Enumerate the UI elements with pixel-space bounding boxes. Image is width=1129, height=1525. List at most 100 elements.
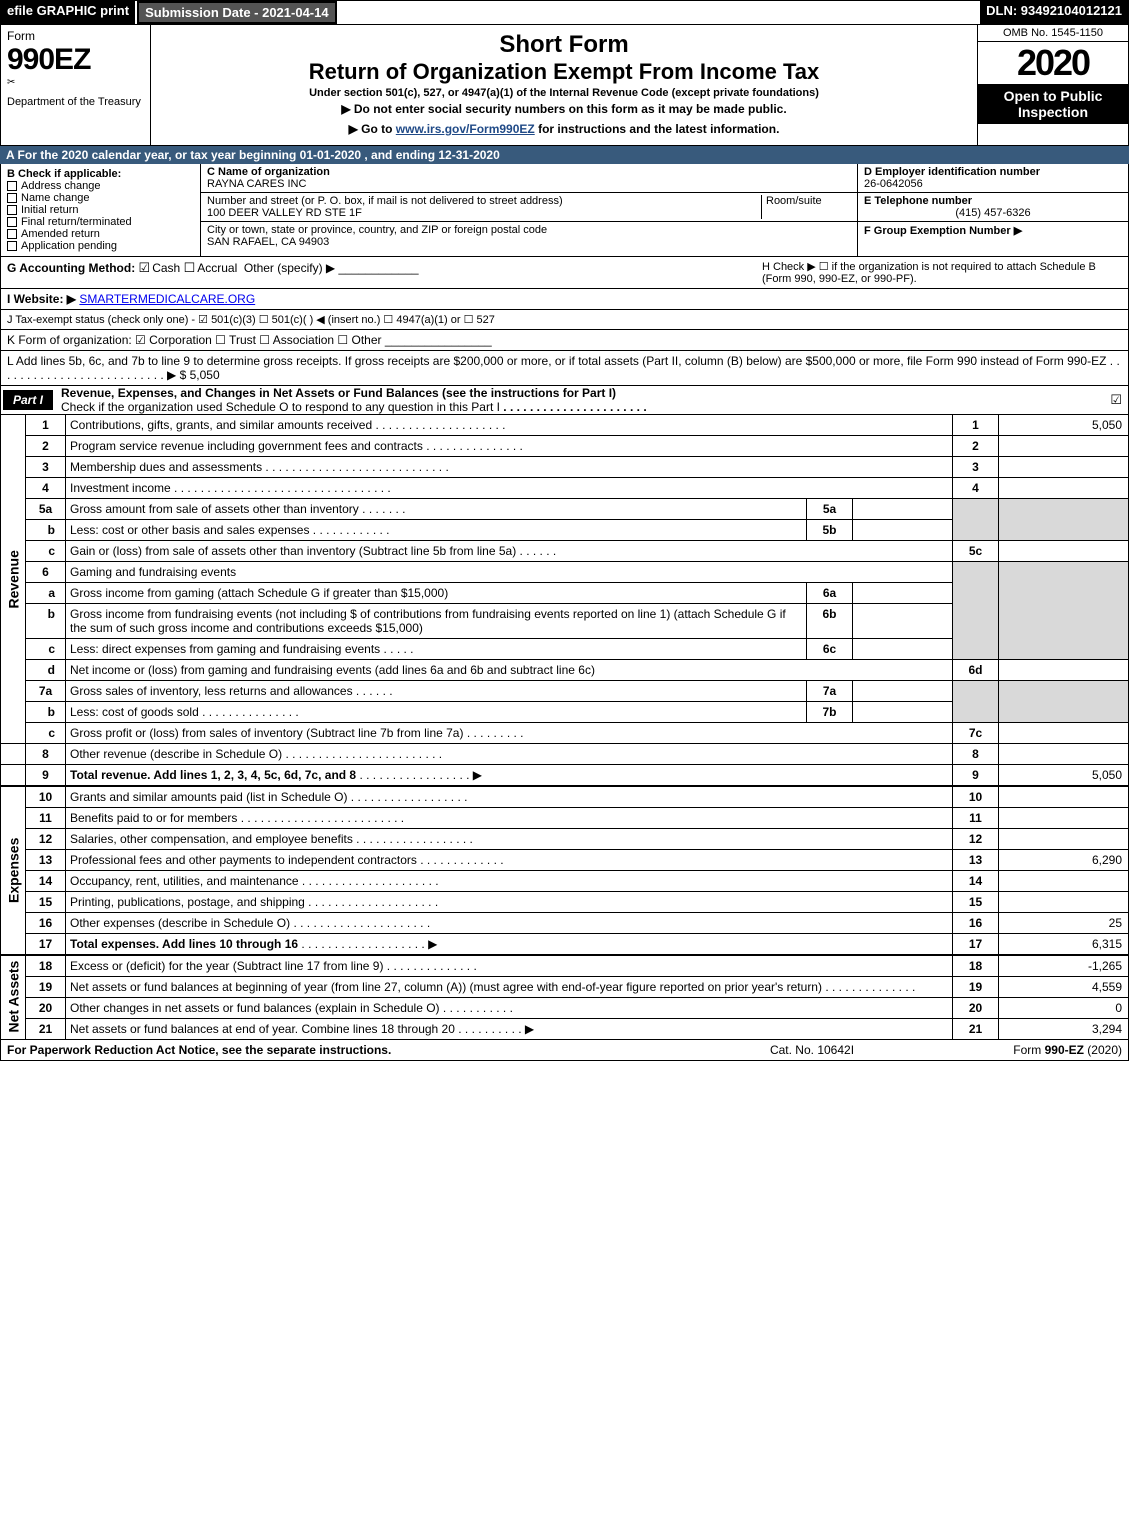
line5b-desc: Less: cost or other basis and sales expe… [70,523,309,537]
address-change-checkbox[interactable] [7,181,17,191]
part1-tab: Part I [3,390,53,410]
line15-box: 15 [953,892,999,913]
line4-box: 4 [953,478,999,499]
line6c-innum: 6c [807,639,853,660]
line7c-box: 7c [953,723,999,744]
g-other: Other (specify) ▶ [244,261,335,275]
line20-num: 20 [26,998,66,1019]
line6a-innum: 6a [807,583,853,604]
application-pending-checkbox[interactable] [7,241,17,251]
irs-link[interactable]: www.irs.gov/Form990EZ [396,122,535,136]
warn2-pre: ▶ Go to [349,122,396,136]
line6c-num: c [26,639,66,660]
line6c-desc: Less: direct expenses from gaming and fu… [70,642,380,656]
line5-shade [953,499,999,541]
line6b-num: b [26,604,66,639]
part1-sub: Check if the organization used Schedule … [61,400,500,414]
row-j: J Tax-exempt status (check only one) - ☑… [0,310,1129,330]
line5b-innum: 5b [807,520,853,541]
initial-return-checkbox[interactable] [7,205,17,215]
part1-table: Revenue 1 Contributions, gifts, grants, … [0,415,1129,1040]
line7a-innum: 7a [807,681,853,702]
line10-box: 10 [953,786,999,808]
g-label: G Accounting Method: [7,261,135,275]
line5a-desc: Gross amount from sale of assets other t… [70,502,359,516]
line20-box: 20 [953,998,999,1019]
line7-shade-val [999,681,1129,723]
line7c-desc: Gross profit or (loss) from sales of inv… [70,726,463,740]
box-c: C Name of organization RAYNA CARES INC N… [201,164,858,256]
line19-num: 19 [26,977,66,998]
line8-box: 8 [953,744,999,765]
line7b-num: b [26,702,66,723]
line17-desc: Total expenses. Add lines 10 through 16 [70,937,298,951]
d-label: D Employer identification number [864,166,1122,178]
line7b-inval [853,702,953,723]
line10-value [999,786,1129,808]
cash-checkbox[interactable] [139,261,153,275]
line19-value: 4,559 [999,977,1129,998]
website-link[interactable]: SMARTERMEDICALCARE.ORG [79,292,255,306]
line5c-box: 5c [953,541,999,562]
street-address: 100 DEER VALLEY RD STE 1F [207,207,761,219]
efile-print-button[interactable]: efile GRAPHIC print [1,1,137,24]
line6d-value [999,660,1129,681]
line21-desc: Net assets or fund balances at end of ye… [70,1022,455,1036]
final-return-checkbox[interactable] [7,217,17,227]
form-number: 990EZ [7,43,144,77]
line11-value [999,808,1129,829]
line17-value: 6,315 [999,934,1129,956]
line6d-desc: Net income or (loss) from gaming and fun… [66,660,953,681]
tax-year: 2020 [978,42,1128,84]
line5c-desc: Gain or (loss) from sale of assets other… [70,544,516,558]
schedule-o-checkbox[interactable] [1110,392,1128,408]
line13-value: 6,290 [999,850,1129,871]
ssn-warning: ▶ Do not enter social security numbers o… [157,99,971,119]
line20-desc: Other changes in net assets or fund bala… [70,1001,440,1015]
line18-num: 18 [26,955,66,977]
box-def: D Employer identification number 26-0642… [858,164,1128,256]
line6-shade-val [999,562,1129,660]
line6-desc: Gaming and fundraising events [66,562,953,583]
line11-desc: Benefits paid to or for members [70,811,237,825]
line16-num: 16 [26,913,66,934]
row-k: K Form of organization: ☑ Corporation ☐ … [0,330,1129,351]
line7a-num: 7a [26,681,66,702]
city-label: City or town, state or province, country… [207,224,851,236]
accrual-checkbox[interactable] [184,261,198,275]
line6a-num: a [26,583,66,604]
line21-value: 3,294 [999,1019,1129,1040]
line3-num: 3 [26,457,66,478]
opt-initial: Initial return [21,204,78,216]
dln: DLN: 93492104012121 [980,1,1128,24]
line7b-innum: 7b [807,702,853,723]
omb-number: OMB No. 1545-1150 [978,25,1128,42]
tax-period: A For the 2020 calendar year, or tax yea… [0,146,1129,164]
short-form-title: Short Form [157,31,971,59]
revenue-side-continue [1,744,26,765]
line19-desc: Net assets or fund balances at beginning… [70,980,822,994]
line6b-desc: Gross income from fundraising events (no… [66,604,807,639]
line7c-num: c [26,723,66,744]
e-label: E Telephone number [864,195,1122,207]
line9-desc: Total revenue. Add lines 1, 2, 3, 4, 5c,… [70,768,356,782]
line8-desc: Other revenue (describe in Schedule O) [70,747,282,761]
opt-final: Final return/terminated [21,216,132,228]
amended-return-checkbox[interactable] [7,229,17,239]
line18-box: 18 [953,955,999,977]
name-change-checkbox[interactable] [7,193,17,203]
opt-name: Name change [21,192,90,204]
city-state-zip: SAN RAFAEL, CA 94903 [207,236,851,248]
line17-box: 17 [953,934,999,956]
line19-box: 19 [953,977,999,998]
line6b-innum: 6b [807,604,853,639]
line5a-inval [853,499,953,520]
line1-desc: Contributions, gifts, grants, and simila… [70,418,372,432]
line1-value: 5,050 [999,415,1129,436]
line8-value [999,744,1129,765]
line6-shade [953,562,999,660]
line6c-inval [853,639,953,660]
line5c-num: c [26,541,66,562]
form-label: Form [7,29,144,43]
line5c-value [999,541,1129,562]
